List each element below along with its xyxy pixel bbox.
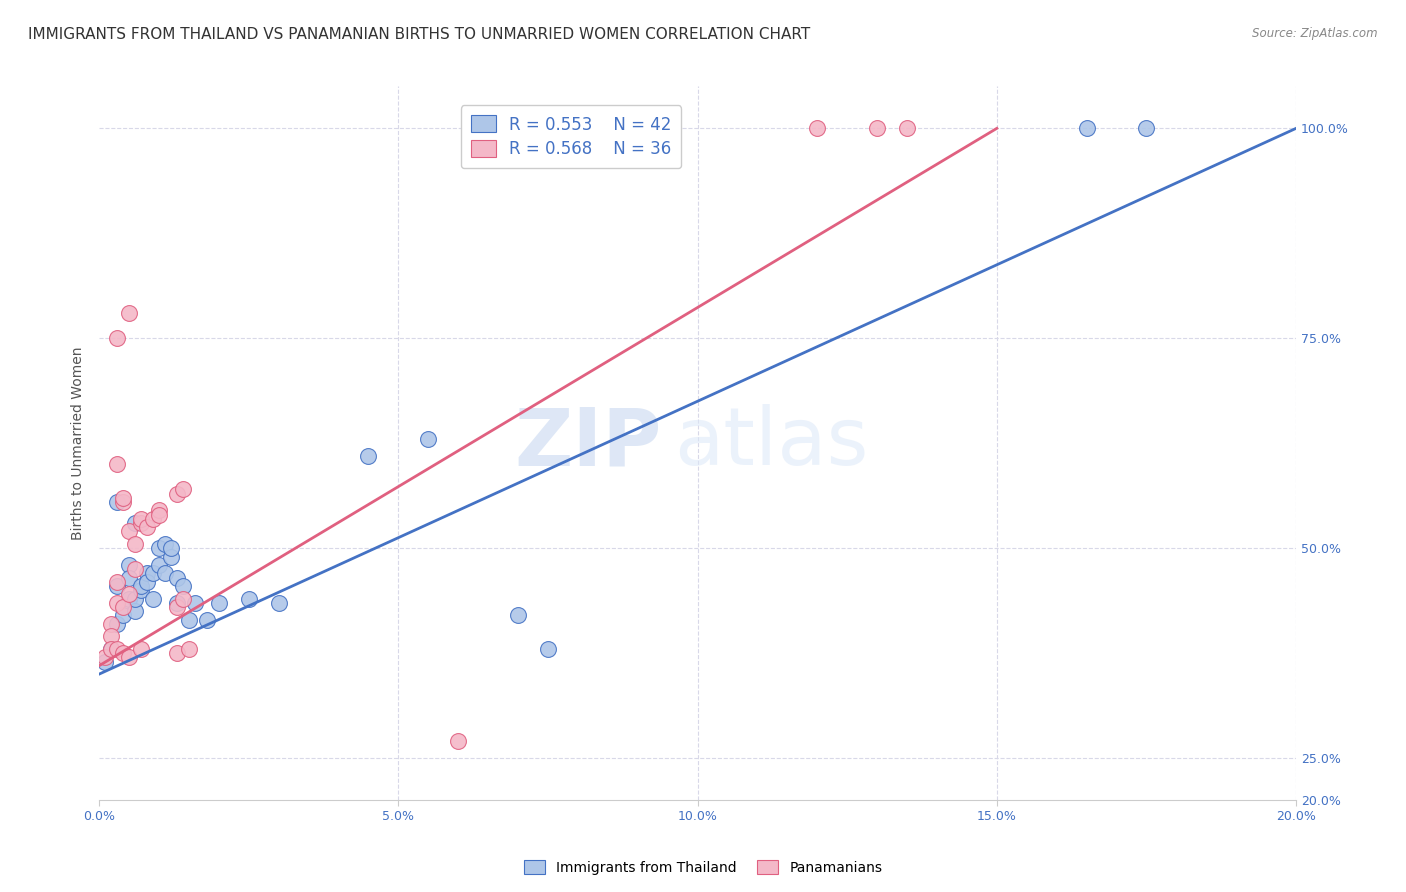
Point — [105, 641, 128, 656]
Point — [94, 655, 117, 669]
Point — [166, 596, 188, 610]
Point — [447, 734, 470, 748]
Point — [118, 570, 141, 584]
Point — [112, 599, 135, 614]
Point — [105, 457, 128, 471]
Point — [148, 558, 170, 572]
Point — [105, 579, 128, 593]
Point — [142, 566, 165, 581]
Point — [184, 596, 207, 610]
Point — [129, 516, 152, 530]
Point — [806, 121, 828, 136]
Point — [118, 587, 141, 601]
Point — [136, 574, 159, 589]
Point — [177, 613, 200, 627]
Point — [118, 524, 141, 539]
Text: ZIP: ZIP — [515, 404, 662, 483]
Point — [124, 537, 146, 551]
Point — [112, 491, 135, 505]
Point — [100, 641, 122, 656]
Point — [160, 541, 183, 556]
Point — [124, 604, 146, 618]
Point — [172, 591, 194, 606]
Text: Source: ZipAtlas.com: Source: ZipAtlas.com — [1253, 27, 1378, 40]
Y-axis label: Births to Unmarried Women: Births to Unmarried Women — [72, 346, 86, 540]
Point — [172, 483, 194, 497]
Text: IMMIGRANTS FROM THAILAND VS PANAMANIAN BIRTHS TO UNMARRIED WOMEN CORRELATION CHA: IMMIGRANTS FROM THAILAND VS PANAMANIAN B… — [28, 27, 810, 42]
Point — [112, 495, 135, 509]
Point — [118, 558, 141, 572]
Text: atlas: atlas — [673, 404, 868, 483]
Point — [105, 495, 128, 509]
Point — [100, 629, 122, 643]
Point — [208, 830, 231, 845]
Point — [136, 566, 159, 581]
Point — [136, 520, 159, 534]
Point — [129, 579, 152, 593]
Point — [172, 579, 194, 593]
Point — [166, 646, 188, 660]
Point — [166, 570, 188, 584]
Point — [118, 306, 141, 320]
Point — [238, 839, 260, 854]
Point — [129, 512, 152, 526]
Point — [208, 596, 231, 610]
Point — [112, 608, 135, 623]
Point — [866, 121, 889, 136]
Point — [129, 583, 152, 598]
Point — [506, 608, 529, 623]
Point — [1076, 121, 1098, 136]
Point — [267, 596, 290, 610]
Point — [160, 549, 183, 564]
Legend: R = 0.553    N = 42, R = 0.568    N = 36: R = 0.553 N = 42, R = 0.568 N = 36 — [461, 105, 682, 169]
Point — [195, 613, 218, 627]
Point — [100, 641, 122, 656]
Point — [142, 591, 165, 606]
Point — [148, 508, 170, 522]
Point — [124, 516, 146, 530]
Point — [142, 512, 165, 526]
Point — [129, 641, 152, 656]
Point — [267, 852, 290, 866]
Legend: Immigrants from Thailand, Panamanians: Immigrants from Thailand, Panamanians — [519, 855, 887, 880]
Point — [418, 432, 440, 446]
Point — [105, 331, 128, 345]
Point — [153, 566, 176, 581]
Point — [105, 616, 128, 631]
Point — [105, 574, 128, 589]
Point — [124, 562, 146, 576]
Point — [153, 537, 176, 551]
Point — [238, 591, 260, 606]
Point — [166, 599, 188, 614]
Point — [105, 596, 128, 610]
Point — [896, 121, 918, 136]
Point — [118, 650, 141, 665]
Point — [112, 646, 135, 660]
Point — [537, 641, 560, 656]
Point — [357, 449, 380, 463]
Point — [124, 591, 146, 606]
Point — [177, 641, 200, 656]
Point — [1135, 121, 1157, 136]
Point — [148, 541, 170, 556]
Point — [166, 486, 188, 500]
Point — [148, 503, 170, 517]
Point — [100, 616, 122, 631]
Point — [94, 650, 117, 665]
Point — [118, 591, 141, 606]
